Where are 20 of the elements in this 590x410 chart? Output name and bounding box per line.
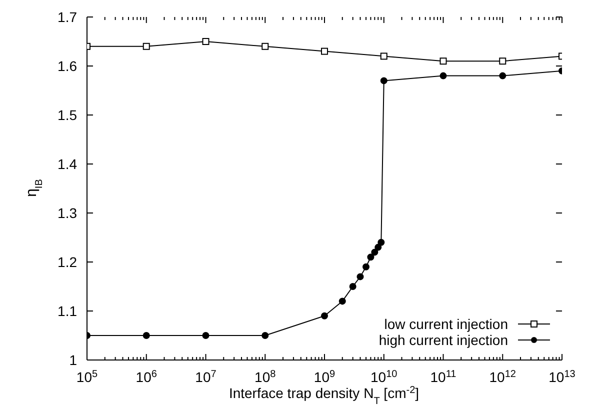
y-tick-label: 1.7	[58, 9, 78, 25]
x-tick-label: 10$^{6}$	[136, 368, 158, 385]
x-tick-label: 10$^{9}$	[314, 368, 336, 385]
x-axis-title: Interface trap density N$_{T}$ [cm$^{-2}$]	[228, 384, 420, 406]
x-tick-label: 10$^{5}$	[76, 368, 98, 385]
y-tick-label: 1.4	[58, 156, 78, 172]
x-tick-label: 10$^{8}$	[254, 368, 276, 385]
legend-label: high current injection	[378, 332, 508, 348]
y-tick-label: 1.6	[58, 58, 78, 74]
x-tick-label: 10$^{13}$	[548, 368, 576, 385]
y-tick-label: 1.5	[58, 107, 78, 123]
y-tick-label: 1.1	[58, 303, 78, 319]
x-tick-label: 10$^{11}$	[430, 368, 457, 385]
legend-label: low current injection	[384, 316, 508, 332]
y-tick-label: 1.3	[58, 205, 78, 221]
y-tick-label: 1.2	[58, 254, 78, 270]
x-tick-label: 10$^{10}$	[370, 368, 398, 385]
x-tick-label: 10$^{12}$	[489, 368, 516, 385]
x-tick-label: 10$^{7}$	[195, 368, 217, 385]
y-tick-label: 1	[69, 352, 78, 368]
